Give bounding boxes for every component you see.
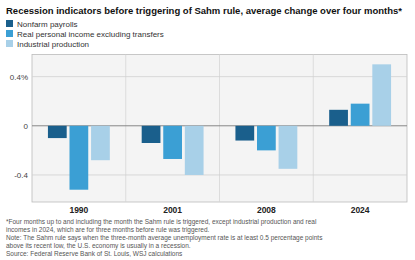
- x-tick-label: 2024: [351, 205, 370, 215]
- legend: Nonfarm payrollsReal personal income exc…: [6, 20, 164, 49]
- footnote: above its recent low, the U.S. economy i…: [6, 242, 191, 250]
- legend-swatch: [6, 20, 13, 27]
- plot-frame: [32, 55, 407, 203]
- footnote: incomes in 2024, which are for three mon…: [6, 226, 210, 234]
- legend-label: Real personal income excluding transfers: [17, 30, 164, 39]
- y-tick-label: 0.4%: [10, 73, 28, 82]
- footnote: Note: The Sahm rule says when the three-…: [6, 234, 323, 242]
- chart-svg: Recession indicators before triggering o…: [0, 0, 415, 260]
- bar: [48, 126, 67, 138]
- bar: [142, 126, 161, 143]
- bar: [70, 126, 89, 190]
- legend-swatch: [6, 30, 13, 37]
- bar: [372, 64, 391, 125]
- footnote: Source: Federal Reserve Bank of St. Loui…: [6, 250, 183, 257]
- x-tick-label: 1990: [69, 205, 88, 215]
- legend-label: Industrial production: [17, 40, 89, 49]
- bar: [185, 126, 204, 175]
- y-tick-label: 0: [24, 122, 29, 131]
- chart-container: Recession indicators before triggering o…: [0, 0, 415, 260]
- bar: [163, 126, 182, 159]
- title-line: Recession indicators before triggering o…: [6, 5, 402, 16]
- legend-swatch: [6, 40, 13, 47]
- bar: [329, 110, 348, 126]
- bar: [257, 126, 276, 151]
- y-tick-label: -0.4: [14, 171, 28, 180]
- legend-label: Nonfarm payrolls: [17, 20, 77, 29]
- title: Recession indicators before triggering o…: [6, 5, 402, 16]
- bar: [351, 104, 370, 126]
- x-tick-label: 2008: [257, 205, 276, 215]
- bars: [48, 64, 391, 189]
- bar: [91, 126, 110, 160]
- x-tick-label: 2001: [163, 205, 182, 215]
- bar: [279, 126, 298, 169]
- footnote: *Four months up to and including the mon…: [6, 218, 317, 226]
- bar: [235, 126, 254, 141]
- grid-line: [32, 76, 407, 77]
